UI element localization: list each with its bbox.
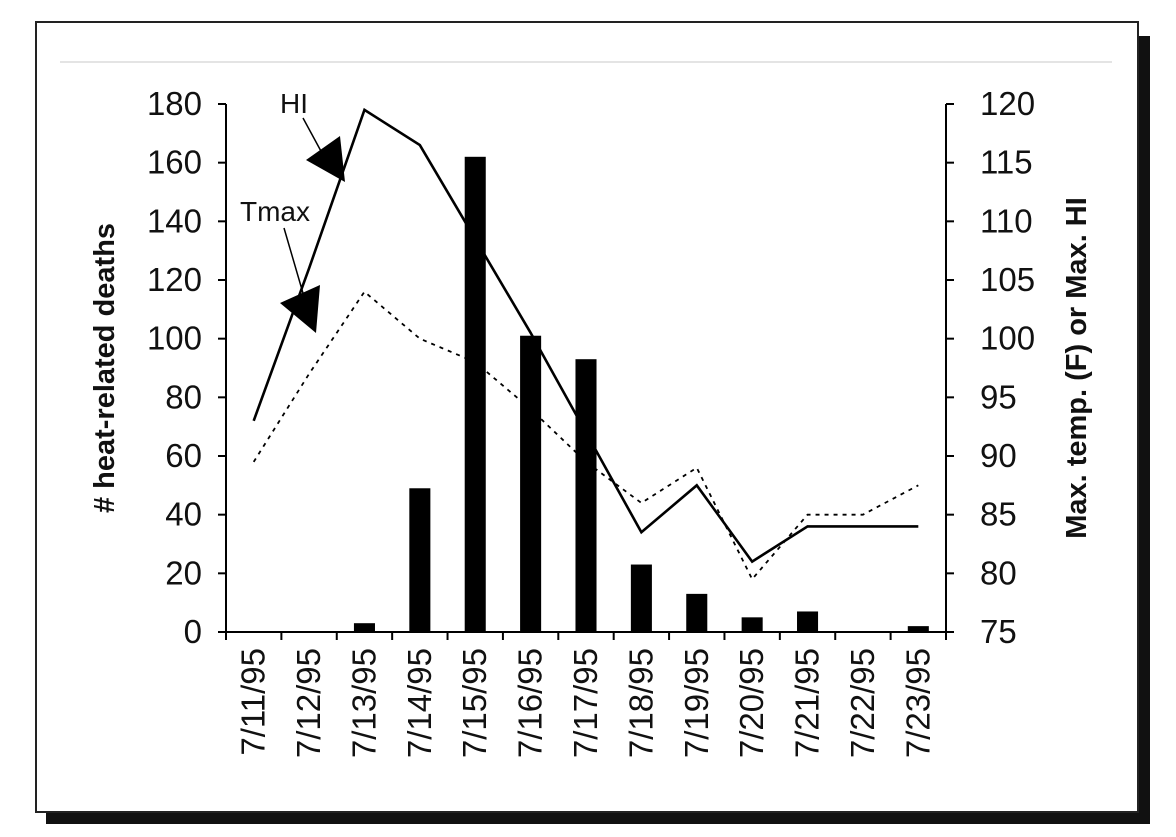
x-tick-label: 7/15/95 [456, 648, 493, 758]
line-series [252, 107, 919, 581]
death-count-bar [520, 335, 542, 632]
right-tick-label: 115 [980, 144, 1033, 181]
x-tick-label: 7/22/95 [844, 648, 881, 758]
right-tick-label: 90 [980, 437, 1017, 474]
x-tick-group: 7/11/95 7/12/95 7/13/95 7/14/95 7/15/95 7/16/… [225, 632, 947, 758]
x-tick-label: 7/21/95 [789, 648, 826, 758]
x-tick-label: 7/18/95 [622, 648, 659, 758]
tmax-line [252, 290, 919, 581]
left-tick-group: 0 20 40 60 80 100 120 140 160 180 [147, 85, 226, 650]
hi-annotation-arrowhead [306, 136, 345, 182]
x-tick-label: 7/12/95 [290, 648, 327, 758]
bar-series [353, 156, 929, 633]
death-count-bar [575, 359, 597, 632]
right-tick-label: 85 [980, 496, 1017, 533]
tmax-annotation-arrowhead [280, 285, 320, 333]
x-tick-label: 7/14/95 [401, 648, 438, 758]
x-tick-label: 7/13/95 [345, 648, 382, 758]
hi-annotation-label: HI [280, 88, 308, 119]
right-tick-label: 95 [980, 378, 1017, 415]
annotation-layer: HI Tmax [240, 88, 345, 333]
death-count-bar [741, 617, 763, 632]
death-count-bar [630, 564, 652, 632]
death-count-bar [686, 593, 708, 632]
death-count-bar [464, 156, 486, 633]
right-tick-label: 75 [980, 613, 1017, 650]
death-count-bar [907, 626, 929, 632]
right-tick-label: 120 [980, 85, 1035, 122]
left-axis-title: # heat-related deaths [89, 223, 121, 513]
death-count-bar [353, 623, 375, 632]
tmax-annotation-label: Tmax [240, 196, 310, 227]
left-tick-label: 160 [147, 144, 202, 181]
left-tick-label: 20 [165, 554, 202, 591]
x-tick-label: 7/23/95 [899, 648, 936, 758]
x-tick-label: 7/19/95 [678, 648, 715, 758]
right-tick-label: 100 [980, 320, 1035, 357]
death-count-bar [797, 611, 819, 632]
left-tick-label: 180 [147, 85, 202, 122]
left-tick-label: 0 [184, 613, 202, 650]
x-tick-label: 7/20/95 [733, 648, 770, 758]
tmax-annotation-leader [283, 227, 306, 301]
right-axis-title: Max. temp. (F) or Max. HI [1061, 197, 1093, 539]
hi-annotation-leader [302, 117, 323, 154]
x-tick-label: 7/11/95 [235, 648, 272, 756]
death-count-bar [409, 488, 431, 632]
left-tick-label: 140 [147, 202, 202, 239]
right-tick-label: 105 [980, 261, 1035, 298]
right-tick-label: 110 [980, 202, 1033, 239]
right-tick-label: 80 [980, 554, 1017, 591]
hi-line [252, 107, 919, 564]
x-tick-label: 7/17/95 [567, 648, 604, 758]
left-tick-label: 60 [165, 437, 202, 474]
left-tick-label: 80 [165, 378, 202, 415]
left-tick-label: 120 [147, 261, 202, 298]
left-tick-label: 100 [147, 320, 202, 357]
left-tick-label: 40 [165, 496, 202, 533]
x-tick-label: 7/16/95 [512, 648, 549, 758]
right-tick-group: 75 80 85 90 95 100 105 110 115 120 [946, 85, 1035, 650]
